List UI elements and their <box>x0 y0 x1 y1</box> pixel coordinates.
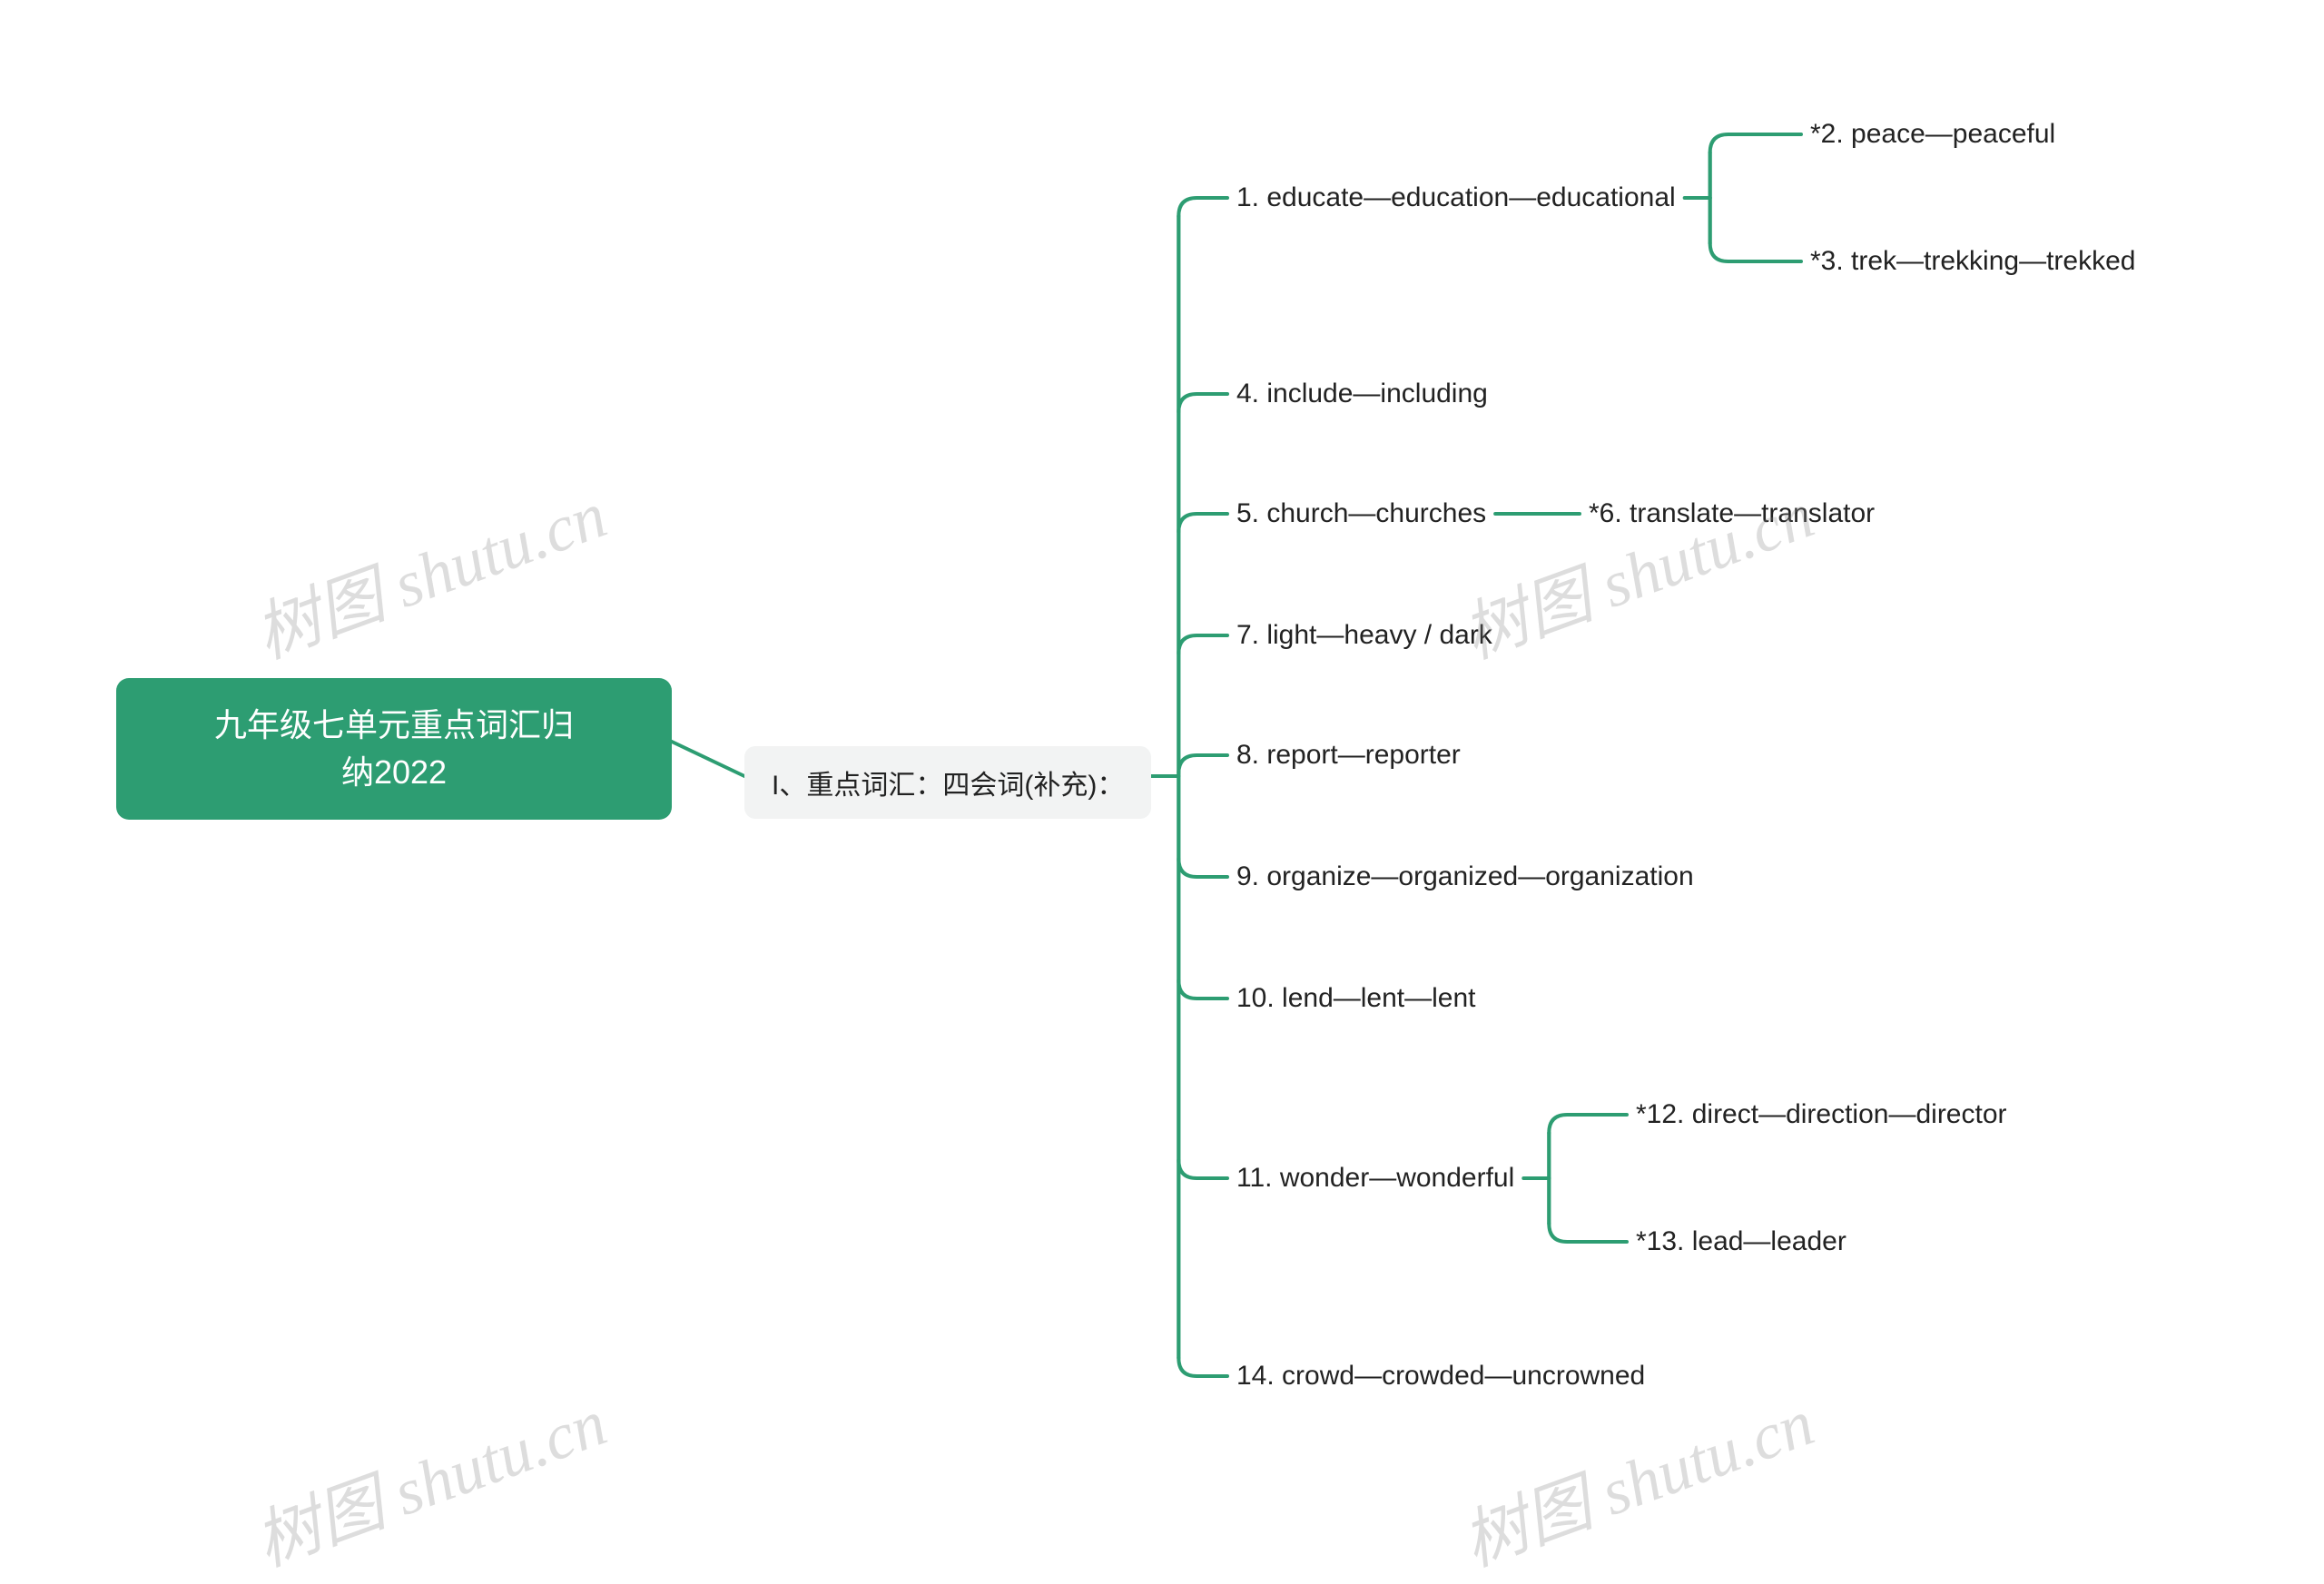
item-1[interactable]: 1. educate—education—educational <box>1227 177 1685 219</box>
item-11[interactable]: 11. wonder—wonderful <box>1227 1157 1523 1199</box>
item-4[interactable]: 4. include—including <box>1227 373 1497 415</box>
item-7[interactable]: 7. light—heavy / dark <box>1227 615 1502 656</box>
item-10-label: 10. lend—lent—lent <box>1236 983 1476 1013</box>
item-10[interactable]: 10. lend—lent—lent <box>1227 978 1485 1019</box>
item-11-child-2[interactable]: *13. lead—leader <box>1627 1221 1856 1263</box>
root-line2: 纳2022 <box>341 753 447 791</box>
item-8[interactable]: 8. report—reporter <box>1227 734 1470 776</box>
item-5-child-1[interactable]: *6. translate—translator <box>1580 493 1884 535</box>
item-1-label: 1. educate—education—educational <box>1236 182 1676 212</box>
item-11-child-1-label: *12. direct—direction—director <box>1636 1099 2007 1129</box>
item-5-label: 5. church—churches <box>1236 498 1486 528</box>
level1-label: I、重点词汇：四会词(补充)： <box>772 771 1124 801</box>
item-14[interactable]: 14. crowd—crowded—uncrowned <box>1227 1355 1654 1397</box>
item-8-label: 8. report—reporter <box>1236 740 1461 770</box>
mindmap-canvas: 九年级七单元重点词汇归 纳2022 I、重点词汇：四会词(补充)： 1. edu… <box>0 0 2324 1482</box>
item-5-child-1-label: *6. translate—translator <box>1589 498 1875 528</box>
item-1-child-1[interactable]: *2. peace—peaceful <box>1801 113 2064 155</box>
item-9-label: 9. organize—organized—organization <box>1236 861 1694 891</box>
item-1-child-2[interactable]: *3. trek—trekking—trekked <box>1801 241 2144 282</box>
item-14-label: 14. crowd—crowded—uncrowned <box>1236 1361 1645 1391</box>
item-9[interactable]: 9. organize—organized—organization <box>1227 856 1703 898</box>
item-11-child-2-label: *13. lead—leader <box>1636 1226 1846 1256</box>
root-line1: 九年级七单元重点词汇归 <box>214 706 574 743</box>
item-5[interactable]: 5. church—churches <box>1227 493 1495 535</box>
level1-node[interactable]: I、重点词汇：四会词(补充)： <box>744 746 1151 819</box>
item-11-child-1[interactable]: *12. direct—direction—director <box>1627 1094 2016 1136</box>
watermark-3: 树图 shutu.cn <box>240 1369 617 1584</box>
item-1-child-2-label: *3. trek—trekking—trekked <box>1810 246 2135 276</box>
watermark-1: 树图 shutu.cn <box>240 461 617 676</box>
item-7-label: 7. light—heavy / dark <box>1236 620 1492 650</box>
root-node[interactable]: 九年级七单元重点词汇归 纳2022 <box>116 678 672 820</box>
item-4-label: 4. include—including <box>1236 379 1488 408</box>
watermark-4: 树图 shutu.cn <box>1447 1369 1825 1584</box>
item-11-label: 11. wonder—wonderful <box>1236 1163 1514 1193</box>
item-1-child-1-label: *2. peace—peaceful <box>1810 119 2055 149</box>
